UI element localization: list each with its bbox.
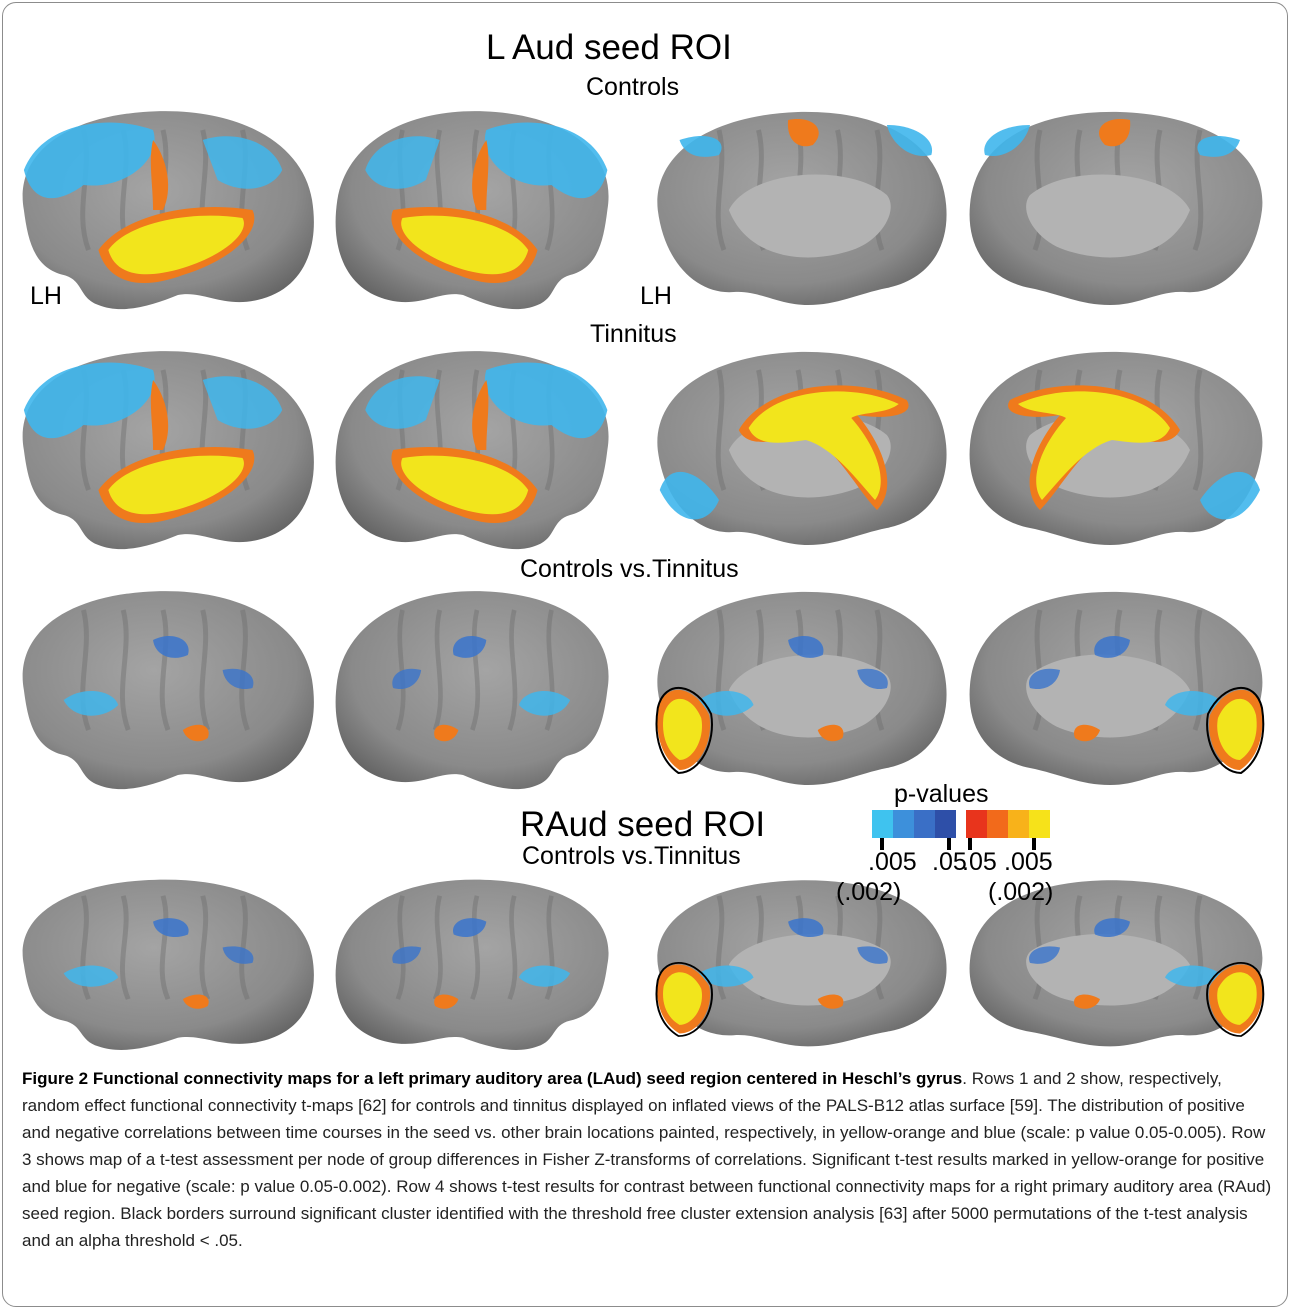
brain-surface-r3-c3: [640, 580, 956, 795]
brain-surface-r4-c3: [640, 870, 956, 1055]
controls-row-label: Controls: [586, 73, 680, 101]
legend-swatches: [872, 810, 1050, 838]
lh-label-medial: LH: [640, 282, 672, 310]
brain-surface-r1-c1: [4, 100, 322, 315]
legend-tick: [947, 838, 951, 850]
controls-vs-tinnitus-label-1: Controls vs.Tinnitus: [520, 555, 739, 583]
brain-surface-r3-c1: [4, 580, 322, 795]
legend-swatch-pos-2: [987, 810, 1008, 838]
legend-swatch-pos-3: [1008, 810, 1029, 838]
legend-paren-left: (.002): [836, 878, 902, 906]
legend-swatch-pos-4: [1029, 810, 1050, 838]
legend-tick-label-005-pos: .005: [1004, 848, 1053, 876]
brain-surface-r2-c3: [640, 340, 956, 555]
brain-surface-r1-c3: [640, 100, 956, 315]
legend-ticks: [872, 838, 1052, 850]
brain-surface-r2-c4: [960, 340, 1280, 555]
laud-seed-title: L Aud seed ROI: [486, 28, 732, 67]
legend-title: p-values: [894, 780, 989, 808]
lh-label-lateral: LH: [30, 282, 62, 310]
brain-surface-r3-c4: [960, 580, 1280, 795]
legend-tick: [880, 838, 884, 850]
brain-surface-r2-c2: [328, 340, 626, 555]
legend-swatch-neg-4: [935, 810, 956, 838]
p-value-legend: p-values .005 .05 .05 .005 (.002) (.002): [836, 780, 1053, 906]
legend-tick-label-005-neg: .005: [868, 848, 917, 876]
brain-surface-r3-c2: [328, 580, 626, 795]
brain-surface-r4-c4: [960, 870, 1280, 1055]
legend-tick-label-05-neg: .05: [932, 848, 967, 876]
brain-surface-r1-c2: [328, 100, 626, 315]
brain-surface-r1-c4: [960, 100, 1280, 315]
legend-paren-right: (.002): [988, 878, 1054, 906]
legend-swatch-neg-3: [914, 810, 935, 838]
legend-swatch-neg-2: [893, 810, 914, 838]
legend-swatch-neg-1: [872, 810, 893, 838]
legend-tick: [1032, 838, 1036, 850]
raud-seed-title: RAud seed ROI: [520, 805, 766, 844]
legend-tick: [968, 838, 972, 850]
brain-surface-r4-c1: [4, 870, 322, 1055]
caption-body: . Rows 1 and 2 show, respectively, rando…: [22, 1069, 1272, 1250]
brain-surface-r2-c1: [4, 340, 322, 555]
controls-vs-tinnitus-label-2: Controls vs.Tinnitus: [522, 842, 741, 870]
caption-title: Figure 2 Functional connectivity maps fo…: [22, 1069, 963, 1088]
figure-caption: Figure 2 Functional connectivity maps fo…: [22, 1065, 1272, 1254]
brain-surface-r4-c2: [328, 870, 626, 1055]
legend-swatch-pos-1: [966, 810, 987, 838]
legend-tick-label-05-pos: .05: [962, 848, 997, 876]
tinnitus-row-label: Tinnitus: [590, 320, 677, 348]
